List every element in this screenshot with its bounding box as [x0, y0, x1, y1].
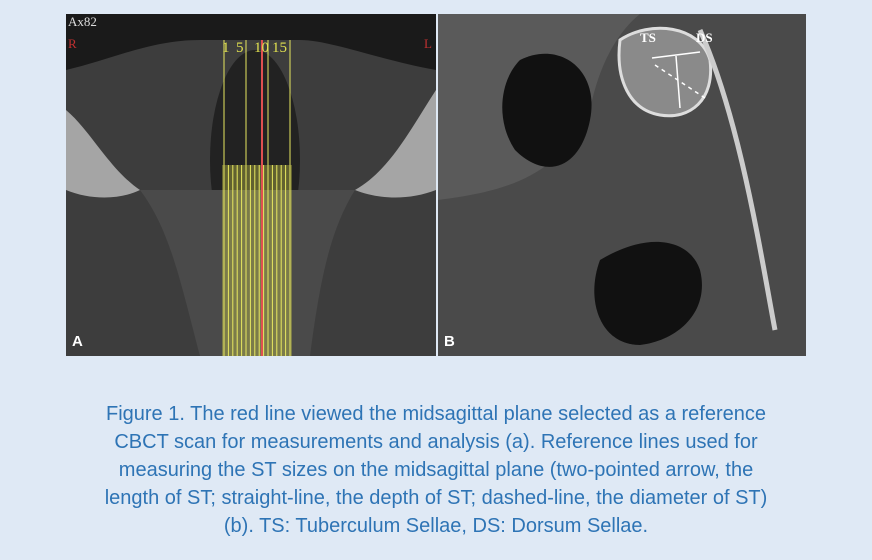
sinus-cavity	[502, 54, 591, 167]
line-label: 10	[254, 40, 269, 56]
caption-line: Figure 1. The red line viewed the midsag…	[106, 403, 766, 425]
panel-b: TS DS B	[438, 14, 806, 356]
line-label: 15	[272, 40, 287, 56]
line-label: 5	[236, 40, 244, 56]
caption-line: CBCT scan for measurements and analysis …	[114, 431, 758, 453]
slice-label: Ax82	[68, 14, 97, 29]
panel-label: B	[444, 333, 455, 350]
side-marker: R	[68, 36, 77, 51]
landmark-label: DS	[696, 30, 713, 45]
line-label: 1	[222, 40, 230, 56]
panel-a: Ax82 R L 1 5 10 15 A	[66, 14, 436, 356]
panel-label: A	[72, 333, 83, 350]
caption-line: (b). TS: Tuberculum Sellae, DS: Dorsum S…	[224, 515, 648, 537]
caption-line: length of ST; straight-line, the depth o…	[105, 487, 768, 509]
figure-page: Ax82 R L 1 5 10 15 A TS DS B Figure 1. T…	[0, 0, 872, 560]
landmark-label: TS	[640, 30, 656, 45]
side-marker: L	[424, 36, 432, 51]
caption-line: measuring the ST sizes on the midsagitta…	[119, 459, 753, 481]
